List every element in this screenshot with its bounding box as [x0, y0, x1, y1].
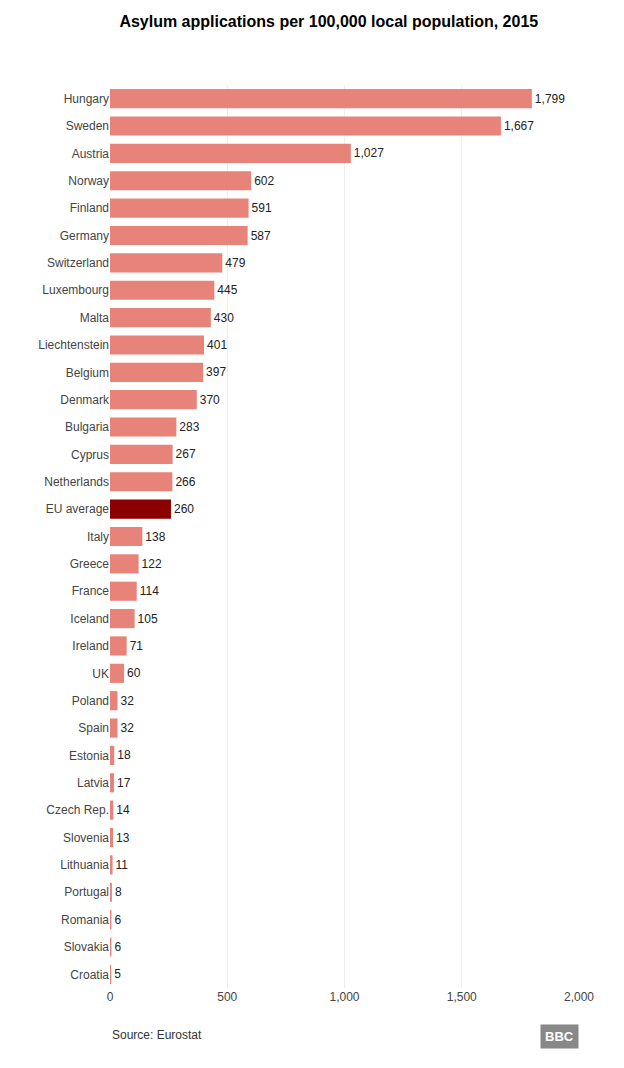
svg-text:445: 445 [217, 283, 237, 297]
svg-text:Source: Eurostat: Source: Eurostat [112, 1028, 202, 1042]
svg-text:Hungary: Hungary [64, 92, 109, 106]
svg-text:114: 114 [140, 584, 159, 598]
svg-text:Switzerland: Switzerland [47, 256, 109, 270]
svg-text:Lithuania: Lithuania [60, 858, 109, 872]
svg-text:Bulgaria: Bulgaria [65, 420, 109, 434]
svg-text:602: 602 [254, 174, 274, 188]
svg-text:2,000: 2,000 [564, 990, 594, 1004]
svg-text:Norway: Norway [68, 174, 109, 188]
svg-text:Germany: Germany [60, 229, 109, 243]
svg-text:138: 138 [145, 530, 165, 544]
svg-text:32: 32 [121, 694, 135, 708]
svg-text:Czech Rep.: Czech Rep. [46, 803, 109, 817]
svg-text:Cyprus: Cyprus [71, 448, 109, 462]
svg-text:Spain: Spain [78, 721, 109, 735]
svg-text:Finland: Finland [70, 201, 109, 215]
svg-text:Belgium: Belgium [66, 366, 109, 380]
svg-text:71: 71 [130, 639, 144, 653]
svg-text:1,000: 1,000 [329, 990, 359, 1004]
svg-text:Netherlands: Netherlands [44, 475, 109, 489]
svg-text:Slovenia: Slovenia [63, 831, 109, 845]
svg-text:1,027: 1,027 [354, 146, 384, 160]
svg-text:430: 430 [214, 311, 234, 325]
svg-text:18: 18 [117, 748, 131, 762]
svg-text:6: 6 [114, 913, 121, 927]
svg-text:Denmark: Denmark [60, 393, 110, 407]
svg-text:Asylum applications per 100,00: Asylum applications per 100,000 local po… [119, 13, 538, 30]
svg-text:Italy: Italy [87, 530, 109, 544]
svg-text:0: 0 [107, 990, 114, 1004]
svg-text:Portugal: Portugal [64, 885, 109, 899]
svg-text:401: 401 [207, 338, 227, 352]
svg-text:Malta: Malta [80, 311, 110, 325]
svg-text:Sweden: Sweden [66, 119, 109, 133]
svg-text:11: 11 [116, 858, 129, 872]
svg-text:1,799: 1,799 [535, 92, 565, 106]
svg-text:Estonia: Estonia [69, 749, 109, 763]
svg-text:Greece: Greece [70, 557, 110, 571]
svg-text:370: 370 [200, 393, 220, 407]
svg-text:1,667: 1,667 [504, 119, 534, 133]
svg-text:17: 17 [117, 776, 131, 790]
svg-text:Poland: Poland [72, 694, 109, 708]
svg-text:BBC: BBC [545, 1029, 574, 1044]
svg-text:5: 5 [114, 967, 121, 981]
svg-text:587: 587 [251, 229, 271, 243]
svg-text:EU average: EU average [46, 502, 110, 516]
svg-text:Luxembourg: Luxembourg [42, 283, 109, 297]
svg-text:591: 591 [252, 201, 272, 215]
svg-text:Slovakia: Slovakia [64, 940, 110, 954]
svg-text:267: 267 [176, 447, 196, 461]
svg-text:13: 13 [116, 831, 130, 845]
svg-text:Ireland: Ireland [72, 639, 109, 653]
svg-text:122: 122 [142, 557, 162, 571]
svg-text:32: 32 [121, 721, 135, 735]
svg-text:397: 397 [206, 365, 226, 379]
svg-text:Latvia: Latvia [77, 776, 109, 790]
svg-text:260: 260 [174, 502, 194, 516]
svg-text:Austria: Austria [72, 147, 110, 161]
svg-text:479: 479 [225, 256, 245, 270]
svg-text:105: 105 [138, 612, 158, 626]
svg-text:8: 8 [115, 885, 122, 899]
svg-text:14: 14 [116, 803, 130, 817]
svg-text:500: 500 [217, 990, 237, 1004]
svg-text:Croatia: Croatia [70, 968, 109, 982]
svg-text:Iceland: Iceland [70, 612, 109, 626]
svg-text:283: 283 [179, 420, 199, 434]
svg-text:France: France [72, 584, 110, 598]
svg-text:UK: UK [92, 667, 109, 681]
svg-text:1,500: 1,500 [447, 990, 477, 1004]
svg-text:Liechtenstein: Liechtenstein [38, 338, 109, 352]
svg-text:60: 60 [127, 666, 141, 680]
svg-text:6: 6 [114, 940, 121, 954]
svg-text:Romania: Romania [61, 913, 109, 927]
svg-text:266: 266 [175, 475, 195, 489]
